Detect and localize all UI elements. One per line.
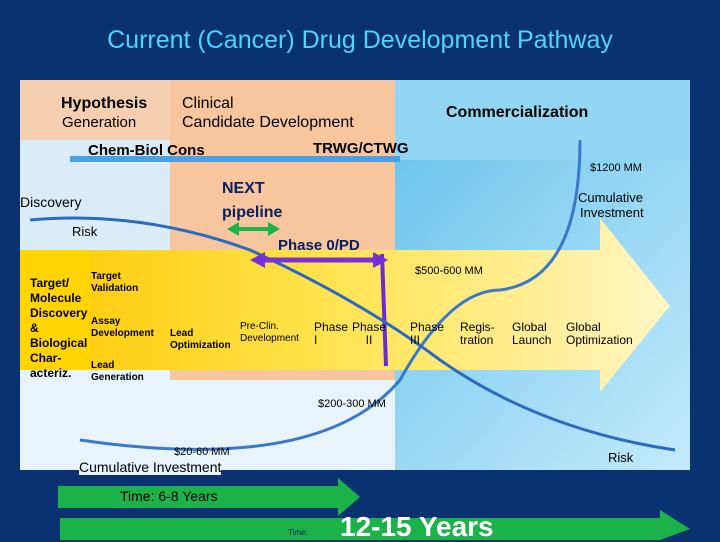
pipeline-label: pipeline bbox=[222, 204, 283, 221]
stage-phase2: Phase II bbox=[352, 320, 387, 347]
time-long-label: 12-15 Years bbox=[340, 511, 494, 542]
next-arrow-head-left bbox=[227, 222, 239, 236]
cost-1200-label: $1200 MM bbox=[590, 162, 642, 174]
stage-preclin: Pre-Clin. Development bbox=[240, 321, 299, 344]
risk-top-label: Risk bbox=[72, 224, 98, 239]
cost-20-label: $20-60 MM bbox=[174, 446, 230, 458]
investment-curve bbox=[79, 139, 582, 451]
next-arrow-head-right bbox=[268, 222, 280, 236]
cumulative-investment-top-line2: Investment bbox=[580, 205, 644, 220]
stage-registration: Regis-tration bbox=[460, 320, 495, 347]
stage-global-optimization: Global Optimization bbox=[566, 320, 633, 347]
phase0-arrow-head-right bbox=[373, 252, 388, 268]
cumulative-investment-bottom-label: Cumulative Investment bbox=[79, 459, 222, 475]
stage-global-launch: Global Launch bbox=[512, 320, 552, 347]
hypothesis-block bbox=[20, 80, 170, 140]
diagram-panel: Hypothesis Generation Clinical Candidate… bbox=[20, 80, 690, 470]
discovery-box bbox=[20, 250, 90, 370]
trwg-label: TRWG/CTWG bbox=[313, 140, 409, 157]
generation-label: Generation bbox=[62, 114, 137, 131]
phase-divider bbox=[380, 253, 388, 367]
pathway-arrow bbox=[20, 218, 670, 392]
stage-target-validation: Target Validation bbox=[91, 271, 139, 294]
phase0-label: Phase 0/PD bbox=[278, 237, 360, 254]
diagram-graphics bbox=[20, 80, 690, 470]
next-label: NEXT bbox=[222, 180, 265, 197]
phase0-arrow-head-left bbox=[250, 252, 265, 268]
discovery-label: Discovery bbox=[20, 194, 82, 210]
cost-500-label: $500-600 MM bbox=[415, 265, 483, 277]
stage-assay-development: Assay Development bbox=[91, 316, 154, 339]
stage-phase1: Phase I bbox=[314, 320, 349, 347]
cumulative-investment-top-line1: Cumulative bbox=[578, 190, 644, 205]
time-long-prefix: Time: bbox=[288, 528, 308, 537]
stage-lead-optimization: Lead Optimization bbox=[170, 328, 231, 351]
commercialization-block bbox=[395, 80, 690, 160]
stage-lead-generation: Lead Generation bbox=[91, 360, 144, 383]
hypothesis-label: Hypothesis bbox=[61, 95, 148, 112]
chem-biol-label: Chem-Biol Cons bbox=[88, 142, 205, 159]
time-short-label: Time: 6-8 Years bbox=[120, 488, 218, 504]
candidate-development-label: Candidate Development bbox=[182, 114, 354, 131]
cost-200-label: $200-300 MM bbox=[318, 398, 386, 410]
clinical-label: Clinical bbox=[182, 95, 234, 112]
page-title: Current (Cancer) Drug Development Pathwa… bbox=[107, 26, 613, 54]
stage-phase3: Phase III bbox=[410, 320, 445, 347]
stage-target-discovery: Target/Molecule Discovery & Biological Char-… bbox=[30, 276, 88, 380]
chem-biol-bar bbox=[70, 156, 400, 162]
risk-curve bbox=[29, 216, 676, 452]
commercialization-label: Commercialization bbox=[446, 104, 589, 121]
risk-bottom-label: Risk bbox=[608, 450, 634, 465]
